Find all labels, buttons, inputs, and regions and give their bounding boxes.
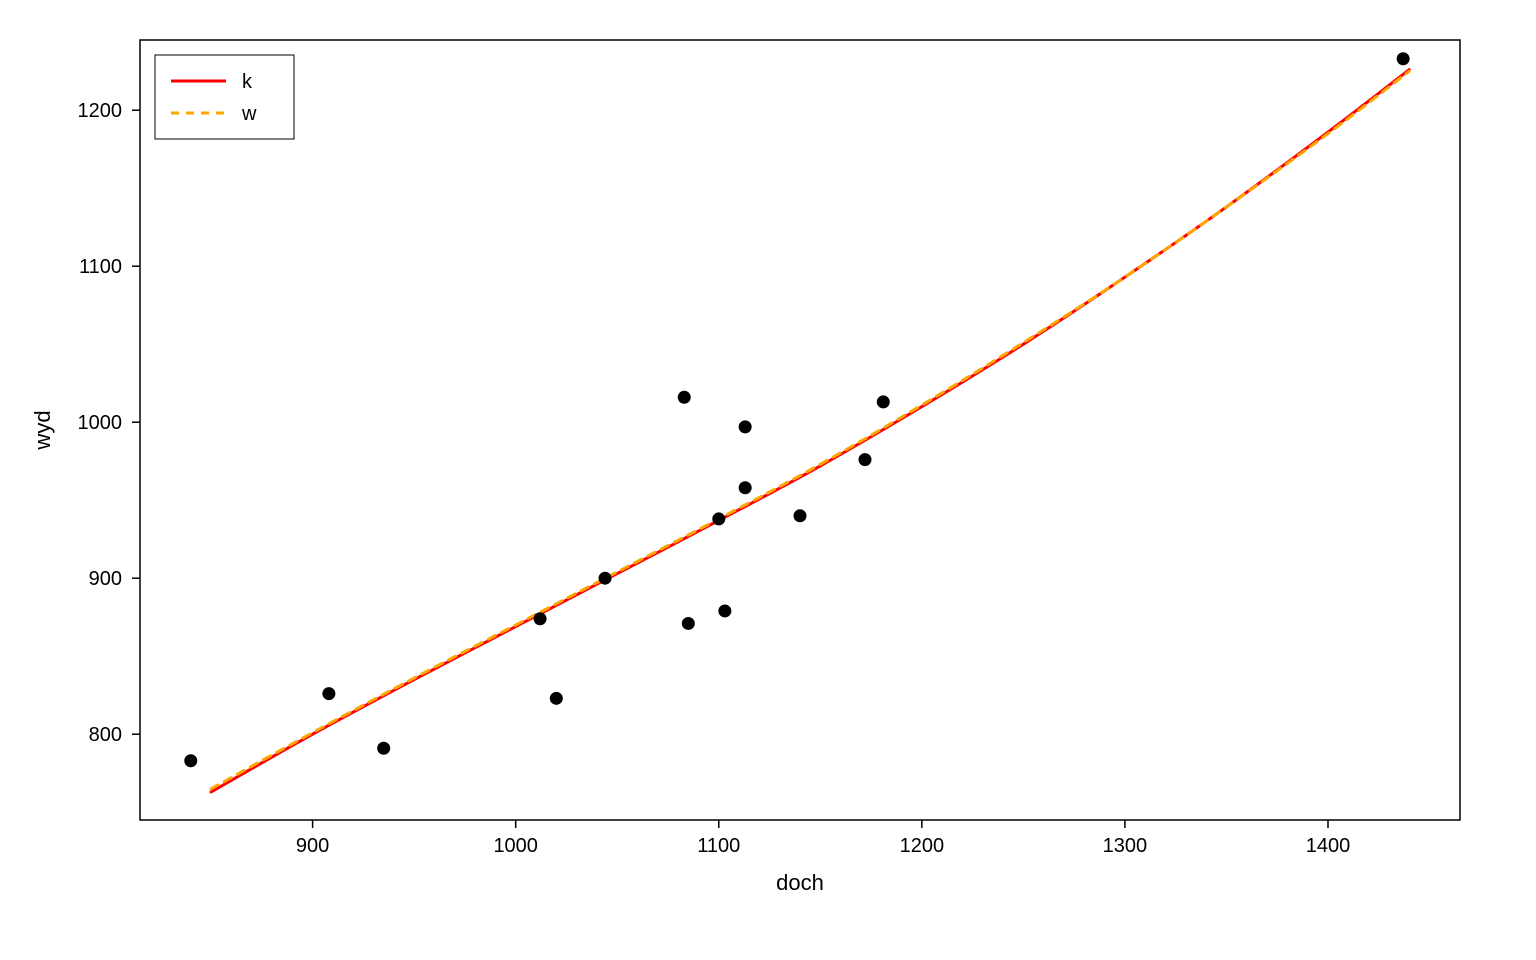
data-point [859, 454, 871, 466]
data-point [378, 742, 390, 754]
x-tick-label: 1200 [900, 835, 945, 857]
data-point [323, 688, 335, 700]
y-tick-label: 900 [89, 568, 122, 590]
x-tick-label: 1100 [697, 835, 740, 857]
data-point [1397, 53, 1409, 65]
legend-label-w: w [241, 103, 257, 125]
data-point [739, 421, 751, 433]
data-point [877, 396, 889, 408]
data-point [719, 605, 731, 617]
scatter-chart: 900 1000 1100 1200 1300 1400 800 900 1000 1100 120… [0, 0, 1536, 960]
legend-box [155, 55, 294, 139]
data-point [739, 482, 751, 494]
y-tick-label: 1000 [78, 412, 123, 434]
data-point [794, 510, 806, 522]
legend: kw [155, 55, 294, 139]
x-tick-label: 1400 [1306, 835, 1351, 857]
y-tick-label: 800 [89, 724, 122, 746]
data-point [534, 613, 546, 625]
data-point [713, 513, 725, 525]
x-tick-label: 1300 [1103, 835, 1148, 857]
y-axis-label: wyd [30, 410, 55, 450]
y-tick-label: 1100 [79, 256, 122, 278]
chart-background [0, 0, 1536, 960]
chart-container: 900 1000 1100 1200 1300 1400 800 900 1000 1100 120… [0, 0, 1536, 960]
data-point [599, 572, 611, 584]
data-point [678, 391, 690, 403]
x-axis-label: doch [776, 870, 824, 895]
data-point [185, 755, 197, 767]
legend-label-k: k [242, 71, 253, 93]
x-tick-label: 1000 [493, 835, 538, 857]
y-tick-label: 1200 [78, 100, 123, 122]
data-point [550, 692, 562, 704]
x-tick-label: 900 [296, 835, 329, 857]
data-point [682, 617, 694, 629]
